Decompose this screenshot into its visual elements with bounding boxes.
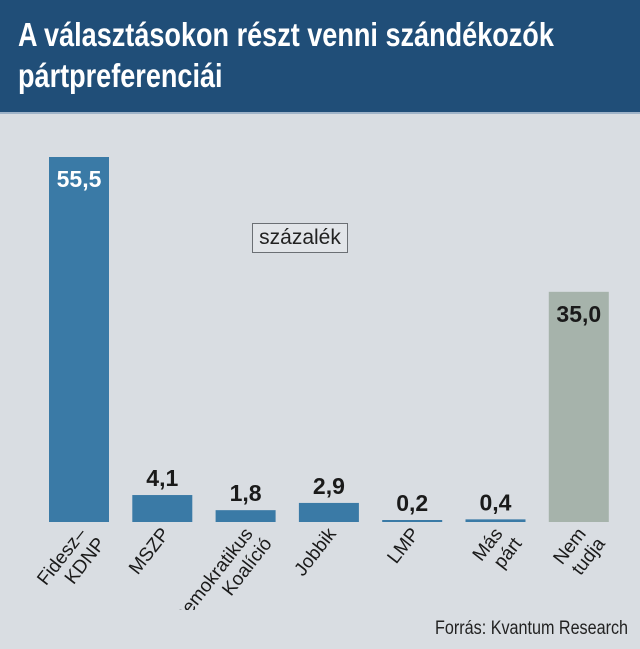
bar-value-label-6: 35,0 [556,301,601,327]
header-rule [0,112,640,114]
bar-value-label-2: 1,8 [230,480,262,506]
category-label-5: Máspárt [469,520,527,578]
bar-value-label-1: 4,1 [146,465,178,491]
bar-3 [298,502,359,522]
category-label-2: DemokratikusKoalíció [169,521,276,610]
bar-value-label-3: 2,9 [313,473,345,499]
category-label-3-line-0: Jobbik [290,524,341,581]
bar-4 [382,520,443,522]
category-label-6: Nemtudja [549,521,610,582]
chart-title-line-1: A választásokon részt venni szándékozók [18,16,554,53]
bar-value-label-5: 0,4 [480,489,512,515]
chart-title: A választásokon részt venni szándékozók … [18,14,625,96]
bar-2 [215,510,276,522]
category-label-1-line-0: MSZP [125,524,174,579]
chart-header: A választásokon részt venni szándékozók … [0,0,640,114]
bar-value-label-0: 55,5 [57,166,102,192]
chart-title-line-2: pártpreferenciái [18,57,223,94]
category-label-4: LMP [384,524,425,568]
category-label-1: MSZP [125,524,174,579]
bar-6 [548,291,609,522]
category-label-4-line-0: LMP [384,524,425,568]
unit-label: százalék [252,223,348,253]
source-note: Forrás: Kvantum Research [435,618,628,639]
bar-value-label-4: 0,2 [396,490,428,516]
bar-5 [465,519,526,522]
bar-chart: 55,5 Fidesz–KDNP 4,1 MSZP 1,8 DemokratikusKoa… [33,157,610,610]
bar-1 [132,495,193,522]
category-label-0: Fidesz–KDNP [33,521,110,602]
bar-0 [49,157,109,522]
category-label-3: Jobbik [290,524,341,581]
